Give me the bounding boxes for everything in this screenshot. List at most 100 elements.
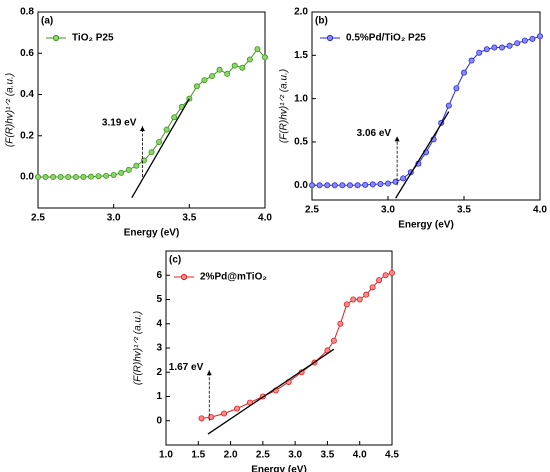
data-point [468, 57, 475, 64]
data-point [231, 62, 238, 69]
x-tick-label: 3.5 [457, 205, 471, 216]
data-point [50, 174, 57, 181]
data-point [498, 44, 505, 51]
y-axis-label: (F(R)hv)¹ᐟ² (a.u.) [133, 311, 144, 385]
data-point [483, 46, 490, 53]
data-point [537, 33, 544, 40]
data-point [476, 49, 483, 56]
data-point [343, 301, 350, 308]
data-point [209, 72, 216, 79]
data-point [369, 181, 376, 188]
x-tick-label: 1.5 [191, 450, 205, 461]
data-point [339, 182, 346, 189]
data-point [308, 182, 315, 189]
data-point [346, 182, 353, 189]
x-axis-label: Energy (eV) [124, 228, 180, 239]
y-tick-label: 5 [156, 294, 162, 305]
data-point [388, 269, 395, 276]
y-tick-label: 6 [156, 270, 162, 281]
data-point [118, 169, 125, 176]
data-point [234, 405, 241, 412]
data-point [529, 35, 536, 42]
annotation-label: 3.06 eV [357, 128, 392, 139]
x-tick-label: 4.0 [258, 213, 272, 224]
y-tick-label: 4 [156, 318, 162, 329]
panel-label: (b) [315, 16, 328, 27]
arrow-head [139, 126, 145, 132]
data-point [65, 174, 72, 181]
x-tick-label: 1.0 [159, 450, 173, 461]
data-point [363, 291, 370, 298]
x-tick-label: 3.0 [288, 450, 302, 461]
legend-label: 2%Pd@mTiO₂ [200, 272, 267, 283]
data-point [362, 181, 369, 188]
x-tick-label: 3.5 [320, 450, 334, 461]
data-point [133, 162, 140, 169]
data-point [125, 166, 132, 173]
legend-label: TiO₂ P25 [72, 33, 114, 44]
data-point [95, 173, 102, 180]
data-point [316, 182, 323, 189]
y-tick-label: 1.5 [294, 50, 308, 61]
data-point [376, 277, 383, 284]
data-point [103, 172, 110, 179]
legend-label: 0.5%Pd/TiO₂ P25 [346, 33, 426, 44]
data-point [384, 180, 391, 187]
x-tick-label: 2.5 [31, 213, 45, 224]
data-point [216, 66, 223, 73]
data-point [514, 40, 521, 47]
data-point [87, 173, 94, 180]
x-tick-label: 4.5 [385, 450, 399, 461]
plot-frame [37, 11, 266, 209]
data-point [80, 174, 87, 181]
x-tick-label: 2.5 [305, 205, 319, 216]
arrow-head [206, 370, 212, 376]
data-point [400, 175, 407, 182]
series-line [312, 35, 541, 186]
data-point [163, 126, 170, 133]
data-point [246, 56, 253, 63]
y-tick-label: 0.2 [20, 130, 34, 141]
data-point [460, 69, 467, 76]
y-tick-label: 0.0 [294, 180, 308, 191]
data-point [261, 54, 268, 61]
panel-label: (c) [169, 255, 181, 266]
y-tick-label: 0.6 [20, 48, 34, 59]
data-point [221, 410, 228, 417]
fit-line [395, 111, 450, 199]
data-point [369, 284, 376, 291]
data-point [110, 171, 117, 178]
data-point [171, 114, 178, 121]
y-tick-label: 0.0 [20, 172, 34, 183]
data-point [254, 46, 261, 53]
x-tick-label: 4.0 [533, 205, 547, 216]
fit-line [207, 348, 335, 435]
x-tick-label: 2.5 [256, 450, 270, 461]
y-tick-label: 1 [156, 391, 162, 402]
data-point [239, 64, 246, 71]
x-tick-label: 3.0 [107, 213, 121, 224]
data-point [350, 296, 357, 303]
legend-marker [326, 34, 334, 42]
data-point [445, 102, 452, 109]
y-tick-label: 0 [156, 415, 162, 426]
y-tick-label: 0.5 [294, 137, 308, 148]
data-point [201, 77, 208, 84]
legend-marker [52, 34, 60, 42]
data-point [57, 174, 64, 181]
y-tick-label: 2 [156, 367, 162, 378]
legend-marker [180, 273, 188, 281]
y-tick-label: 1.0 [294, 93, 308, 104]
data-point [35, 174, 42, 181]
data-point [491, 44, 498, 51]
arrow-head [394, 136, 400, 142]
y-tick-label: 2.0 [294, 7, 308, 18]
data-point [324, 182, 331, 189]
data-point [208, 414, 215, 421]
x-tick-label: 4.0 [353, 450, 367, 461]
data-point [198, 415, 205, 422]
panel-label: (a) [41, 16, 53, 27]
data-point [521, 37, 528, 44]
plot-frame [311, 11, 541, 201]
data-point [156, 138, 163, 145]
